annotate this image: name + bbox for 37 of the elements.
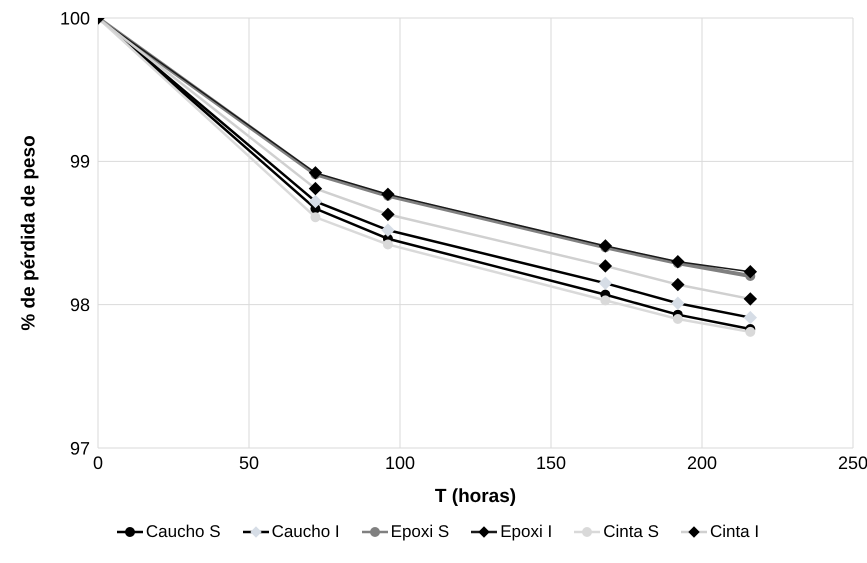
x-axis-title: T (horas)	[434, 486, 516, 507]
point	[744, 311, 757, 324]
legend-label: Caucho I	[272, 522, 340, 542]
point	[600, 295, 610, 306]
legend-label: Epoxi S	[390, 522, 450, 542]
x-tick-label: 150	[536, 452, 566, 473]
point	[598, 259, 612, 272]
point	[744, 292, 757, 306]
point	[310, 212, 320, 222]
point	[308, 194, 322, 208]
point	[308, 166, 322, 180]
legend-label: Cinta S	[603, 522, 659, 542]
y-tick-label: 99	[70, 152, 90, 172]
legend-label: Cinta I	[710, 522, 760, 542]
y-tick-label: 97	[70, 438, 90, 458]
point	[381, 208, 394, 221]
y-tick-label: 98	[70, 295, 90, 316]
point	[382, 239, 393, 250]
point	[672, 314, 683, 324]
point	[671, 278, 684, 292]
y-axis-title: % de pérdida de peso	[18, 135, 40, 331]
point	[308, 182, 322, 196]
point	[381, 224, 394, 237]
point	[744, 265, 757, 278]
x-tick-label: 100	[384, 452, 416, 473]
legend-label: Caucho S	[146, 522, 221, 542]
point	[671, 296, 684, 310]
x-tick-label: 250	[838, 452, 867, 473]
x-tick-label: 50	[238, 452, 260, 473]
legend-label: Epoxi I	[500, 522, 552, 542]
point	[381, 188, 394, 201]
x-tick-label: 0	[92, 452, 104, 473]
point	[598, 276, 612, 290]
point	[745, 326, 756, 337]
point	[598, 239, 612, 252]
y-tick-label: 100	[60, 8, 90, 28]
x-tick-label: 200	[686, 452, 718, 473]
